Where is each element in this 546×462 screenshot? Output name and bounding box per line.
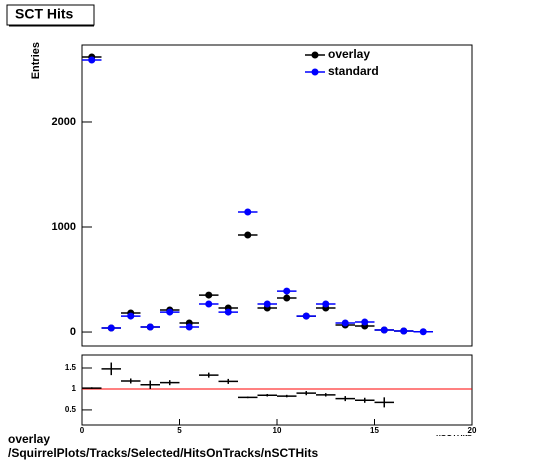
main-frame bbox=[81, 44, 473, 347]
marker bbox=[244, 208, 252, 216]
marker bbox=[107, 324, 115, 332]
marker bbox=[263, 300, 271, 308]
x-tick-label: 0 bbox=[80, 426, 85, 435]
marker bbox=[127, 312, 135, 320]
marker bbox=[322, 300, 330, 308]
x-tick-label: 5 bbox=[177, 426, 182, 435]
marker bbox=[205, 300, 213, 308]
marker bbox=[146, 323, 154, 331]
legend-label: overlay bbox=[328, 47, 370, 61]
marker bbox=[205, 291, 213, 299]
legend-marker bbox=[311, 68, 319, 76]
legend-label: standard bbox=[328, 64, 379, 78]
ratio-frame bbox=[81, 354, 473, 426]
y-tick-label: 1000 bbox=[52, 221, 76, 233]
y-tick-label: 0.5 bbox=[65, 405, 77, 414]
marker bbox=[341, 319, 349, 327]
y-tick-label: 1.5 bbox=[65, 363, 77, 372]
x-tick-label: 15 bbox=[370, 426, 379, 435]
y-tick-label: 0 bbox=[70, 326, 76, 338]
footer-line1: overlay bbox=[8, 432, 50, 446]
marker bbox=[166, 308, 174, 316]
y-tick-label: 2000 bbox=[52, 116, 76, 128]
footer-line2: /SquirrelPlots/Tracks/Selected/HitsOnTra… bbox=[8, 446, 318, 460]
label-mask bbox=[420, 430, 480, 435]
marker bbox=[88, 56, 96, 64]
marker bbox=[361, 318, 369, 326]
marker bbox=[224, 308, 232, 316]
marker bbox=[244, 231, 252, 239]
chart-title: SCT Hits bbox=[15, 6, 74, 22]
marker bbox=[380, 326, 388, 334]
marker bbox=[302, 312, 310, 320]
marker bbox=[400, 327, 408, 335]
y-axis-label: Entries bbox=[30, 42, 42, 79]
legend-marker bbox=[311, 51, 319, 59]
marker bbox=[419, 328, 427, 336]
x-tick-label: 20 bbox=[468, 426, 477, 435]
marker bbox=[283, 294, 291, 302]
x-tick-label: 10 bbox=[273, 426, 282, 435]
y-tick-label: 1 bbox=[72, 384, 77, 393]
marker bbox=[283, 287, 291, 295]
marker bbox=[185, 323, 193, 331]
